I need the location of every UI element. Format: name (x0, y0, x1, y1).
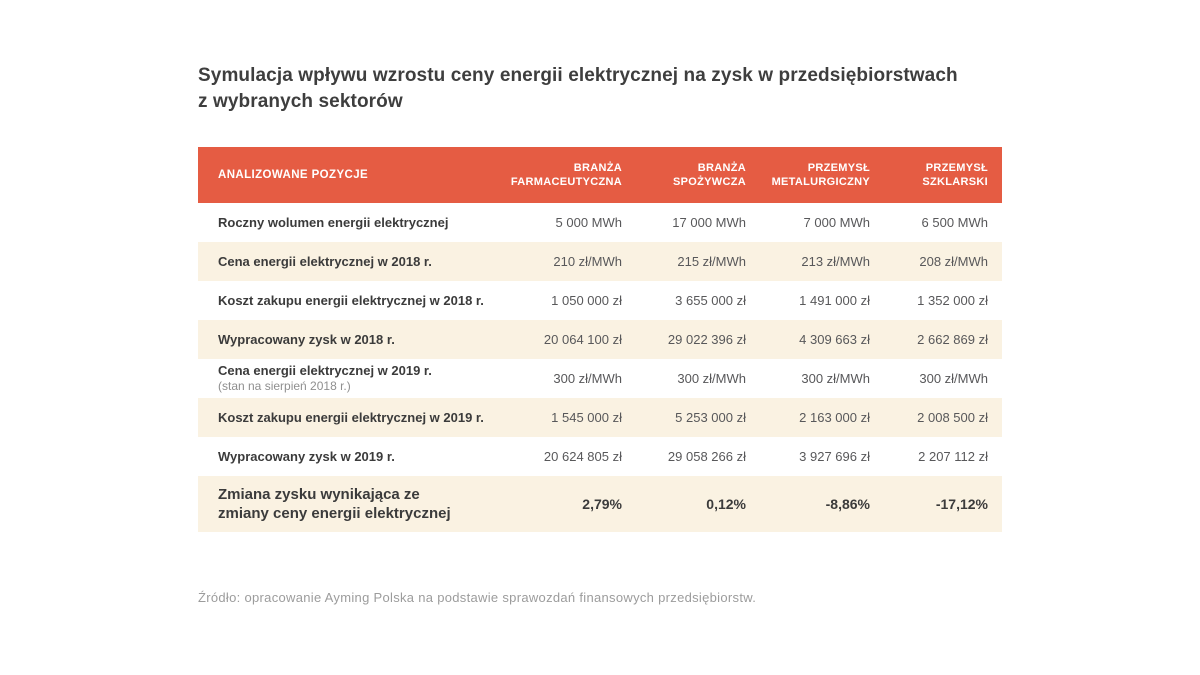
title-line-1: Symulacja wpływu wzrostu ceny energii el… (198, 65, 958, 86)
value-cell: 5 000 MWh (555, 215, 622, 230)
summary-label-line-2: zmiany ceny energii elektrycznej (218, 505, 451, 522)
value-cell: 6 500 MWh (921, 215, 988, 230)
row-label: Cena energii elektrycznej w 2018 r. (218, 253, 432, 269)
value-cell: 2 008 500 zł (917, 410, 988, 425)
table-row-roczny-wolumen: Roczny wolumen energii elektrycznej 5 00… (198, 203, 1002, 242)
table-row-zmiana-zysku: Zmiana zysku wynikająca ze zmiany ceny e… (198, 476, 1002, 532)
title-line-2: z wybranych sektorów (198, 91, 403, 112)
value-cell: 300 zł/MWh (801, 371, 870, 386)
row-label: Roczny wolumen energii elektrycznej (218, 214, 449, 230)
value-cell: 300 zł/MWh (919, 371, 988, 386)
value-cell: 2 662 869 zł (917, 332, 988, 347)
source-note: Źródło: opracowanie Ayming Polska na pod… (198, 590, 757, 605)
row-label-cell: Cena energii elektrycznej w 2019 r. (sta… (198, 363, 506, 394)
header-line: SZKLARSKI (922, 176, 988, 188)
table-header-row: ANALIZOWANE POZYCJE BRANŻA FARMACEUTYCZNA… (198, 147, 1002, 203)
column-header-analizowane-pozycje: ANALIZOWANE POZYCJE (218, 169, 369, 181)
header-line: FARMACEUTYCZNA (510, 176, 622, 188)
page-title: Symulacja wpływu wzrostu ceny energii el… (198, 63, 958, 115)
table-row-zysk-2018: Wypracowany zysk w 2018 r. 20 064 100 zł… (198, 320, 1002, 359)
row-label-cell: Zmiana zysku wynikająca ze zmiany ceny e… (198, 485, 506, 523)
table-row-koszt-2019: Koszt zakupu energii elektrycznej w 2019… (198, 398, 1002, 437)
row-label: Wypracowany zysk w 2018 r. (218, 331, 395, 347)
value-cell: 1 050 000 zł (551, 293, 622, 308)
value-cell: 215 zł/MWh (677, 254, 746, 269)
value-cell: 4 309 663 zł (799, 332, 870, 347)
value-cell: 20 624 805 zł (543, 449, 622, 464)
value-cell: 29 058 266 zł (667, 449, 746, 464)
column-header-branza-spozywcza: BRANŻA SPOŻYWCZA (630, 161, 754, 189)
header-line: BRANŻA (697, 162, 746, 174)
value-cell: 2 163 000 zł (799, 410, 870, 425)
header-line: METALURGICZNY (771, 176, 870, 188)
value-cell: 3 655 000 zł (675, 293, 746, 308)
row-label-cell: Roczny wolumen energii elektrycznej (198, 214, 506, 232)
value-cell: 208 zł/MWh (919, 254, 988, 269)
value-cell: 1 545 000 zł (551, 410, 622, 425)
row-label-cell: Koszt zakupu energii elektrycznej w 2019… (198, 409, 506, 427)
header-line: BRANŻA (573, 162, 622, 174)
header-line: PRZEMYSŁ (925, 162, 988, 174)
row-label: Koszt zakupu energii elektrycznej w 2019… (218, 409, 484, 425)
value-cell: 20 064 100 zł (543, 332, 622, 347)
value-cell: 1 491 000 zł (799, 293, 870, 308)
value-cell: 2 207 112 zł (918, 449, 988, 464)
value-cell: 29 022 396 zł (667, 332, 746, 347)
header-line: SPOŻYWCZA (673, 176, 746, 188)
value-cell: 300 zł/MWh (677, 371, 746, 386)
row-label: Cena energii elektrycznej w 2019 r. (218, 363, 432, 378)
data-table: ANALIZOWANE POZYCJE BRANŻA FARMACEUTYCZNA… (198, 147, 1002, 532)
row-label: Koszt zakupu energii elektrycznej w 2018… (218, 292, 484, 308)
table-row-cena-2018: Cena energii elektrycznej w 2018 r. 210 … (198, 242, 1002, 281)
row-label-cell: Koszt zakupu energii elektrycznej w 2018… (198, 292, 506, 310)
column-header-przemysl-szklarski: PRZEMYSŁ SZKLARSKI (878, 161, 1002, 189)
value-cell: 3 927 696 zł (799, 449, 870, 464)
summary-value-cell: -17,12% (935, 496, 988, 512)
value-cell: 300 zł/MWh (553, 371, 622, 386)
row-label: Wypracowany zysk w 2019 r. (218, 448, 395, 464)
summary-label-line-1: Zmiana zysku wynikająca ze (218, 486, 420, 503)
column-header-branza-farmaceutyczna: BRANŻA FARMACEUTYCZNA (506, 161, 630, 189)
row-sublabel: (stan na sierpień 2018 r.) (218, 379, 351, 393)
value-cell: 7 000 MWh (803, 215, 870, 230)
row-label-cell: Cena energii elektrycznej w 2018 r. (198, 253, 506, 271)
value-cell: 5 253 000 zł (675, 410, 746, 425)
value-cell: 210 zł/MWh (553, 254, 622, 269)
column-header-przemysl-metalurgiczny: PRZEMYSŁ METALURGICZNY (754, 161, 878, 189)
summary-value-cell: 2,79% (582, 496, 622, 512)
table-row-koszt-2018: Koszt zakupu energii elektrycznej w 2018… (198, 281, 1002, 320)
table-row-cena-2019: Cena energii elektrycznej w 2019 r. (sta… (198, 359, 1002, 398)
summary-value-cell: -8,86% (825, 496, 870, 512)
row-label-cell: Wypracowany zysk w 2018 r. (198, 331, 506, 349)
row-label-cell: Wypracowany zysk w 2019 r. (198, 448, 506, 466)
table-row-zysk-2019: Wypracowany zysk w 2019 r. 20 624 805 zł… (198, 437, 1002, 476)
header-line: PRZEMYSŁ (807, 162, 870, 174)
summary-value-cell: 0,12% (706, 496, 746, 512)
value-cell: 17 000 MWh (672, 215, 746, 230)
value-cell: 1 352 000 zł (917, 293, 988, 308)
value-cell: 213 zł/MWh (801, 254, 870, 269)
